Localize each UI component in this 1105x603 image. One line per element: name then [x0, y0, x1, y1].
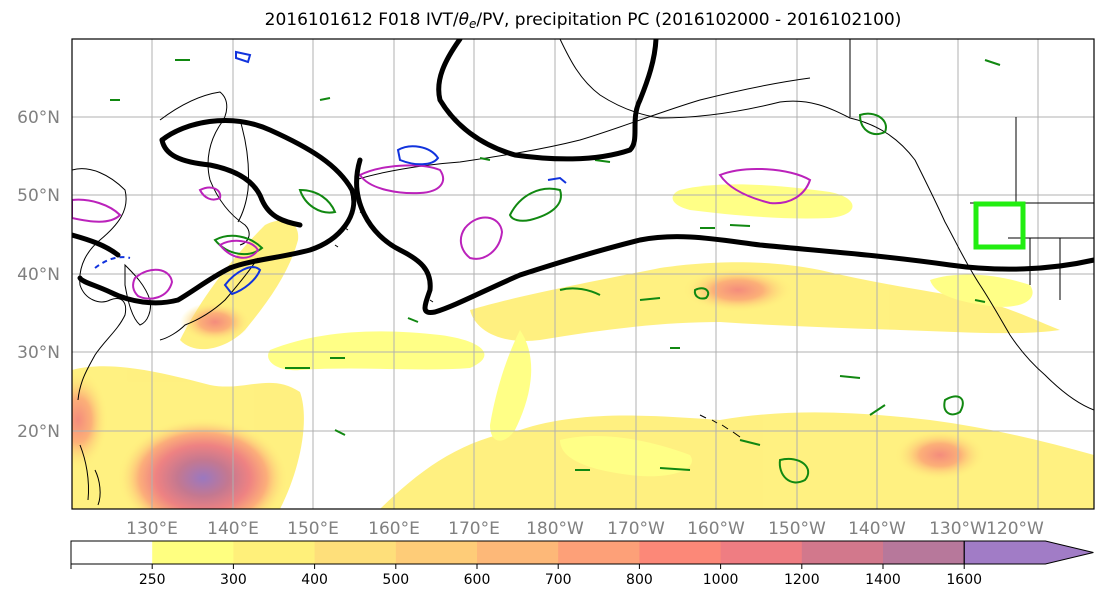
lon-label-150w: 150°W	[768, 519, 826, 539]
colorbar-segment	[71, 541, 153, 564]
ivt-typhoon-core	[118, 418, 288, 509]
colorbar-segment	[720, 541, 803, 564]
colorbar-segment	[395, 541, 478, 564]
latitude-labels: 60°N 50°N 40°N 30°N 20°N	[17, 108, 60, 442]
title-theta-subscript: e	[469, 17, 477, 31]
lon-label-140w: 140°W	[848, 519, 906, 539]
pv-contour-trough	[436, 39, 659, 162]
colorbar-tick-label: 700	[545, 572, 572, 588]
colorbar-tick-label: 1600	[946, 572, 982, 588]
title-theta: θ	[458, 10, 469, 30]
colorbar-segment	[477, 541, 559, 564]
lon-label-130e: 130°E	[126, 519, 178, 539]
colorbar-tick-label: 800	[626, 572, 653, 588]
ivt-western-edge-core	[72, 370, 108, 470]
magenta-contours	[72, 164, 812, 300]
colorbar-segment	[639, 541, 722, 564]
colorbar-tick-label: 400	[301, 572, 328, 588]
map-frame	[71, 38, 1095, 510]
lon-label-160e: 160°E	[368, 519, 420, 539]
longitude-labels: 130°E 140°E 150°E 160°E 170°E 180°W 170°…	[126, 519, 1044, 539]
lat-label-60n: 60°N	[17, 108, 60, 128]
lon-label-170e: 170°E	[448, 519, 500, 539]
colorbar-segment	[883, 541, 965, 564]
lat-label-30n: 30°N	[17, 343, 60, 363]
lon-label-180w: 180°W	[526, 519, 584, 539]
pv-contours	[72, 39, 1094, 316]
kamchatka-okhotsk-coastline	[159, 91, 250, 246]
colorbar-tick-label: 1200	[784, 572, 820, 588]
alaska-coastline	[559, 39, 1094, 411]
ivt-hawaii-band	[560, 435, 692, 477]
aleutian-coastline	[354, 77, 811, 181]
colorbar-tick-label: 1400	[865, 572, 901, 588]
ivt-eastern-core	[895, 430, 985, 480]
lon-label-170w: 170°W	[607, 519, 665, 539]
map-area	[71, 38, 1095, 510]
ivt-west-pacific-band	[268, 331, 485, 371]
lon-label-160w: 160°W	[687, 519, 745, 539]
colorbar-segment	[152, 541, 234, 564]
colorbar-tick-label: 1000	[703, 572, 739, 588]
target-region-box	[973, 201, 1026, 250]
korea-coastline	[124, 263, 151, 326]
lon-label-120w: 120°W	[986, 519, 1044, 539]
lat-label-50n: 50°N	[17, 186, 60, 206]
philippines-coastline	[79, 444, 101, 506]
colorbar-segment	[801, 541, 884, 564]
coastlines	[72, 39, 1094, 506]
hawaii-islands	[699, 414, 741, 438]
lat-label-20n: 20°N	[17, 422, 60, 442]
colorbar-segments	[70, 540, 1094, 565]
asia-coastline	[72, 168, 127, 401]
pv-contour-western	[72, 118, 357, 306]
colorbar-segment	[314, 541, 397, 564]
sakhalin-coastline	[237, 119, 249, 223]
japan-coastline	[159, 257, 259, 341]
colorbar-tick-label: 500	[382, 572, 409, 588]
colorbar-segment	[233, 541, 316, 564]
blue-contours	[94, 50, 567, 296]
lon-label-140e: 140°E	[207, 519, 259, 539]
colorbar: 250 300 400 500 600 700 800 1000 1200 1400 1600	[70, 540, 1094, 588]
colorbar-frame	[70, 540, 965, 565]
gridlines	[72, 39, 1094, 509]
colorbar-segment	[558, 541, 640, 564]
colorbar-extend-arrow	[963, 540, 1094, 565]
figure-title: 2016101612 F018 IVT/θe/PV, precipitation…	[0, 10, 1105, 31]
green-contours	[110, 59, 1001, 484]
lon-label-130w: 130°W	[929, 519, 987, 539]
ivt-jet-core	[683, 268, 793, 312]
lon-label-150e: 150°E	[287, 519, 339, 539]
lat-label-40n: 40°N	[17, 265, 60, 285]
pv-contour-ridge	[159, 137, 303, 228]
title-prefix: 2016101612 F018 IVT/	[264, 10, 459, 30]
title-suffix: /PV, precipitation PC (2016102000 - 2016…	[476, 10, 902, 30]
colorbar-tick-label: 300	[220, 572, 247, 588]
ivt-coast-band	[930, 274, 1033, 307]
colorbar-ticks	[70, 564, 965, 569]
colorbar-labels: 250 300 400 500 600 700 800 1000 1200 1400 1600	[139, 572, 982, 588]
colorbar-tick-label: 600	[464, 572, 491, 588]
colorbar-tick-label: 250	[139, 572, 166, 588]
ivt-central-pacific-band	[490, 330, 532, 441]
pv-contour-loop	[354, 157, 1094, 316]
